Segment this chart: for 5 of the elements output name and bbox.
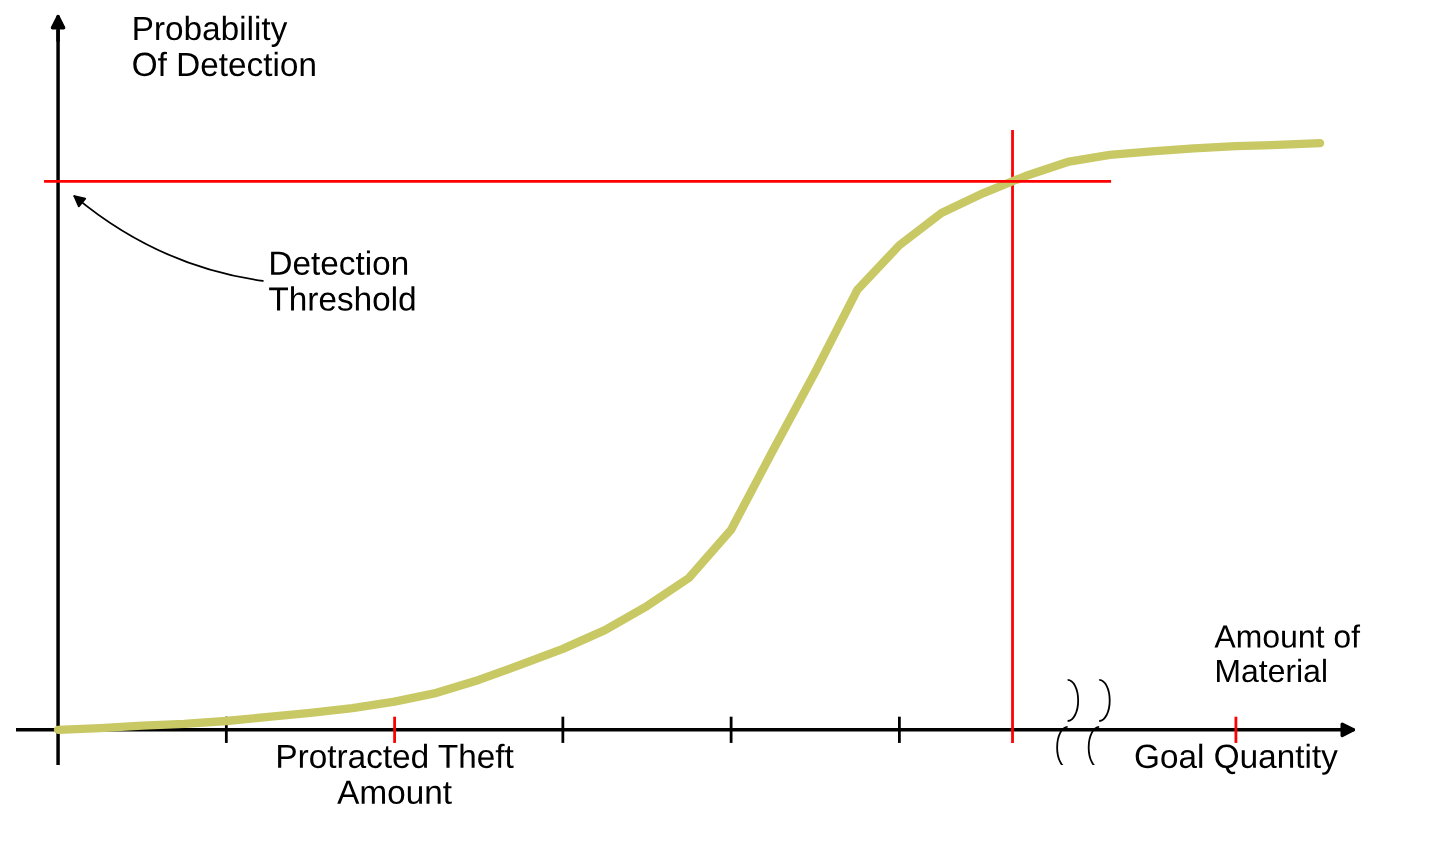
x-axis-title: Amount of Material xyxy=(1214,624,1361,683)
y-axis-title: Probability Of Detection xyxy=(133,15,315,77)
x-tick-label: Goal Quantity xyxy=(1135,743,1338,775)
x-tick-label: Protracted Theft Amount xyxy=(278,743,514,805)
ref-line-label: Detection Threshold xyxy=(269,250,415,311)
